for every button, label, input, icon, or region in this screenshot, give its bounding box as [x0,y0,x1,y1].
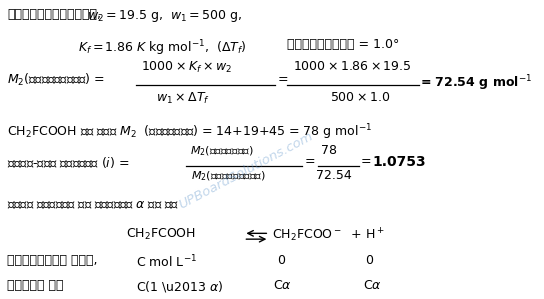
Text: C$\alpha$: C$\alpha$ [363,279,382,292]
Text: 72.54: 72.54 [316,169,351,182]
Text: CH$_2$FCOOH के लिए $M_2$  (परिकलित) = 14+19+45 = 78 g mol$^{-1}$: CH$_2$FCOOH के लिए $M_2$ (परिकलित) = 14+… [7,123,372,142]
Text: UPBoardSolutions.com: UPBoardSolutions.com [176,130,316,212]
Text: साम्य पर: साम्य पर [7,279,64,292]
Text: $500 \times 1.0$: $500 \times 1.0$ [330,91,390,104]
Text: =: = [277,73,288,86]
Text: $M_2$(प्रेक्षित): $M_2$(प्रेक्षित) [191,169,266,183]
Text: = 72.54 g mol$^{-1}$: = 72.54 g mol$^{-1}$ [421,73,533,93]
Text: =: = [361,155,376,168]
Text: 0: 0 [366,254,373,267]
Text: C mol L$^{-1}$: C mol L$^{-1}$ [136,254,197,270]
Text: $M_2$(प्रेक्षित) =: $M_2$(प्रेक्षित) = [7,72,105,88]
Text: प्रेक्षित = 1.0°: प्रेक्षित = 1.0° [287,39,400,51]
Text: C(1 \u2013 $\alpha$): C(1 \u2013 $\alpha$) [136,279,224,294]
Text: =: = [305,155,315,168]
Text: $1000 \times 1.86 \times 19.5$: $1000 \times 1.86 \times 19.5$ [293,60,412,73]
Text: प्रश्नानुसार,: प्रश्नानुसार, [7,8,101,21]
Text: CH$_2$FCOOH: CH$_2$FCOOH [126,227,196,242]
Text: $K_f = 1.86\ K$ kg mol$^{-1}$,  ($\Delta T_f$): $K_f = 1.86\ K$ kg mol$^{-1}$, ($\Delta … [78,39,246,58]
Text: C$\alpha$: C$\alpha$ [273,279,292,292]
Text: $w_1 \times \Delta T_f$: $w_1 \times \Delta T_f$ [156,91,209,106]
Text: $w_2 = 19.5$ g,  $w_1 = 500$ g,: $w_2 = 19.5$ g, $w_1 = 500$ g, [88,8,243,24]
Text: 1.0753: 1.0753 [373,155,426,169]
Text: 0: 0 [277,254,286,267]
Text: CH$_2$FCOO$^-$  + H$^+$: CH$_2$FCOO$^-$ + H$^+$ [271,227,385,244]
Text: $1000 \times K_f \times w_2$: $1000 \times K_f \times w_2$ [141,60,232,75]
Text: वांट-हॉफ गुणांक ($i$) =: वांट-हॉफ गुणांक ($i$) = [7,155,129,170]
Text: $M_2$(परिकलित): $M_2$(परिकलित) [190,144,254,158]
Text: माना वियोजन की मात्रा $\alpha$ है तो: माना वियोजन की मात्रा $\alpha$ है तो [7,199,179,211]
Text: 78: 78 [322,144,337,157]
Text: प्रारम्भ में,: प्रारम्भ में, [7,254,97,267]
